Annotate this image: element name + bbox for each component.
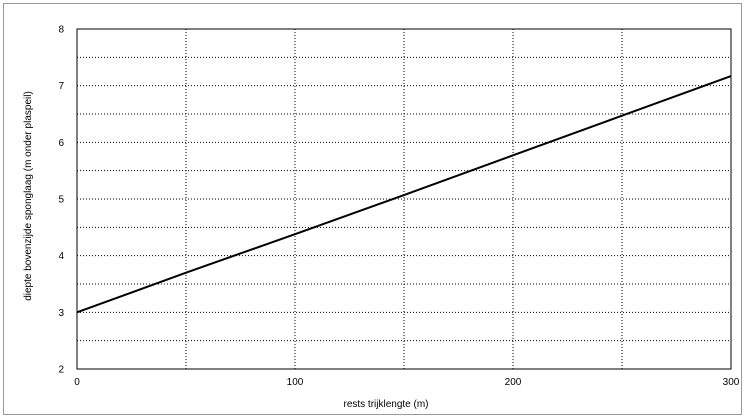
x-tick-label: 0 [74, 377, 80, 388]
series-line [76, 75, 732, 314]
y-tick-label: 7 [58, 81, 64, 92]
grid-layer [77, 29, 731, 369]
x-tick-label: 300 [723, 377, 740, 388]
series-layer [76, 75, 732, 314]
y-tick-label: 5 [58, 195, 64, 206]
x-tick-label: 100 [287, 377, 304, 388]
y-axis-title: diepte bovenzijde sponglaag (m onder pla… [23, 91, 34, 301]
y-tick-label: 2 [58, 365, 64, 376]
tick-label-layer: 0 100 200 300 2 3 4 5 6 7 8 [58, 25, 739, 389]
chart-frame [3, 3, 742, 415]
y-tick-label: 6 [58, 138, 64, 149]
x-tick-label: 200 [505, 377, 522, 388]
y-tick-label: 3 [58, 308, 64, 319]
y-tick-label: 4 [58, 251, 64, 262]
x-axis-title: rests trijklengte (m) [343, 399, 428, 410]
y-tick-label: 8 [58, 25, 64, 36]
plot-area [76, 28, 732, 370]
